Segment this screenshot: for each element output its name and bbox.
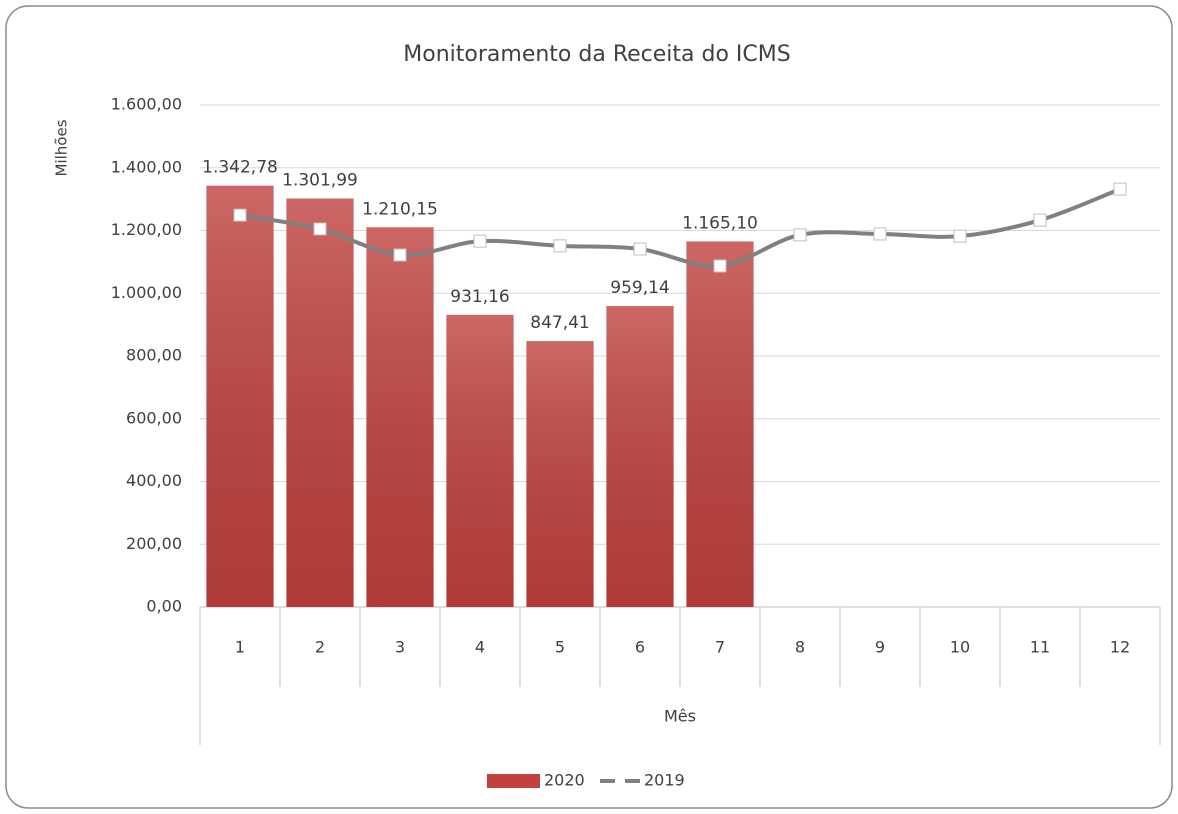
- y-tick-label: 1.400,00: [111, 157, 182, 176]
- data-label: 959,14: [610, 278, 669, 298]
- line-marker: [1113, 182, 1127, 196]
- line-marker: [873, 227, 887, 241]
- x-tick-label: 1: [235, 638, 245, 657]
- y-tick-label: 200,00: [126, 534, 182, 553]
- bar-shade: [286, 198, 354, 607]
- x-tick-label: 5: [555, 638, 565, 657]
- line-marker: [313, 222, 327, 236]
- line-marker: [553, 239, 567, 253]
- x-tick-label: 6: [635, 638, 645, 657]
- data-label: 1.165,10: [682, 213, 758, 233]
- bar-shade: [686, 241, 754, 607]
- bar-shade: [366, 227, 434, 608]
- legend-label: 2019: [644, 771, 685, 790]
- bar-shade: [526, 341, 594, 607]
- x-tick-label: 4: [475, 638, 485, 657]
- x-tick-label: 12: [1110, 638, 1130, 657]
- line-marker: [633, 242, 647, 256]
- data-label: 1.342,78: [202, 158, 278, 178]
- data-label: 847,41: [530, 313, 589, 333]
- x-axis-label: Mês: [664, 707, 696, 726]
- line-marker: [1033, 213, 1047, 227]
- x-tick-label: 9: [875, 638, 885, 657]
- legend-swatch: [487, 774, 540, 788]
- y-tick-label: 1.000,00: [111, 283, 182, 302]
- bar-shade: [606, 306, 674, 607]
- x-tick-label: 7: [715, 638, 725, 657]
- line-marker: [953, 229, 967, 243]
- x-tick-label: 10: [950, 638, 970, 657]
- line-marker: [393, 248, 407, 262]
- y-tick-label: 400,00: [126, 471, 182, 490]
- line-marker: [233, 208, 247, 222]
- bar-shade: [206, 185, 274, 608]
- legend-label: 2020: [544, 771, 585, 790]
- data-label: 1.301,99: [282, 171, 358, 191]
- y-tick-label: 0,00: [146, 597, 182, 616]
- y-tick-label: 800,00: [126, 346, 182, 365]
- line-marker: [473, 234, 487, 248]
- data-label: 931,16: [450, 287, 509, 307]
- y-tick-label: 1.600,00: [111, 95, 182, 114]
- chart-title: Monitoramento da Receita do ICMS: [403, 42, 790, 67]
- bar-shade: [446, 314, 514, 607]
- data-label: 1.210,15: [362, 199, 438, 219]
- x-tick-label: 11: [1030, 638, 1050, 657]
- line-marker: [793, 228, 807, 242]
- x-tick-label: 3: [395, 638, 405, 657]
- x-tick-label: 8: [795, 638, 805, 657]
- x-tick-label: 2: [315, 638, 325, 657]
- line: [239, 187, 1121, 269]
- legend-marker: [615, 776, 625, 786]
- y-tick-label: 600,00: [126, 408, 182, 427]
- y-axis-label: Milhões: [53, 119, 71, 176]
- line-marker: [713, 259, 727, 273]
- y-tick-label: 1.200,00: [111, 220, 182, 239]
